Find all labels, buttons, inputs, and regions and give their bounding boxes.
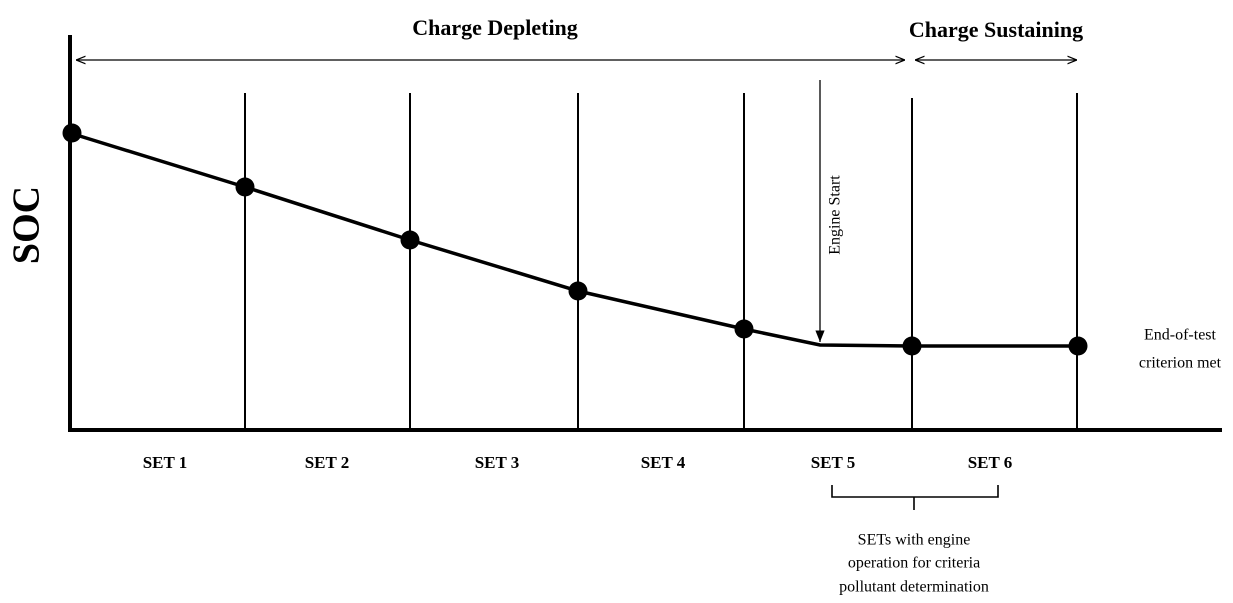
axis-label: SOC: [6, 186, 48, 264]
set-label: SET 2: [305, 453, 350, 472]
set-label: SET 3: [475, 453, 520, 472]
header-right: Charge Sustaining: [909, 17, 1083, 42]
header-left: Charge Depleting: [412, 15, 578, 40]
end-note: criterion met: [1139, 355, 1222, 372]
bracket-note: pollutant determination: [839, 579, 989, 596]
set-label: SET 5: [811, 453, 856, 472]
dividers: [244, 93, 1078, 430]
engine-start-label: Engine Start: [827, 175, 844, 255]
bracket-note: SETs with engine: [858, 532, 971, 549]
set-label: SET 6: [968, 453, 1013, 472]
end-note: End-of-test: [1144, 327, 1217, 344]
set-label: SET 4: [641, 453, 686, 472]
bracket-note: operation for criteria: [848, 555, 980, 572]
soc-points: [62, 123, 1088, 356]
axes: [68, 35, 1222, 432]
set-label: SET 1: [143, 453, 188, 472]
soc-line: [69, 131, 1077, 348]
bracket: [831, 485, 999, 510]
